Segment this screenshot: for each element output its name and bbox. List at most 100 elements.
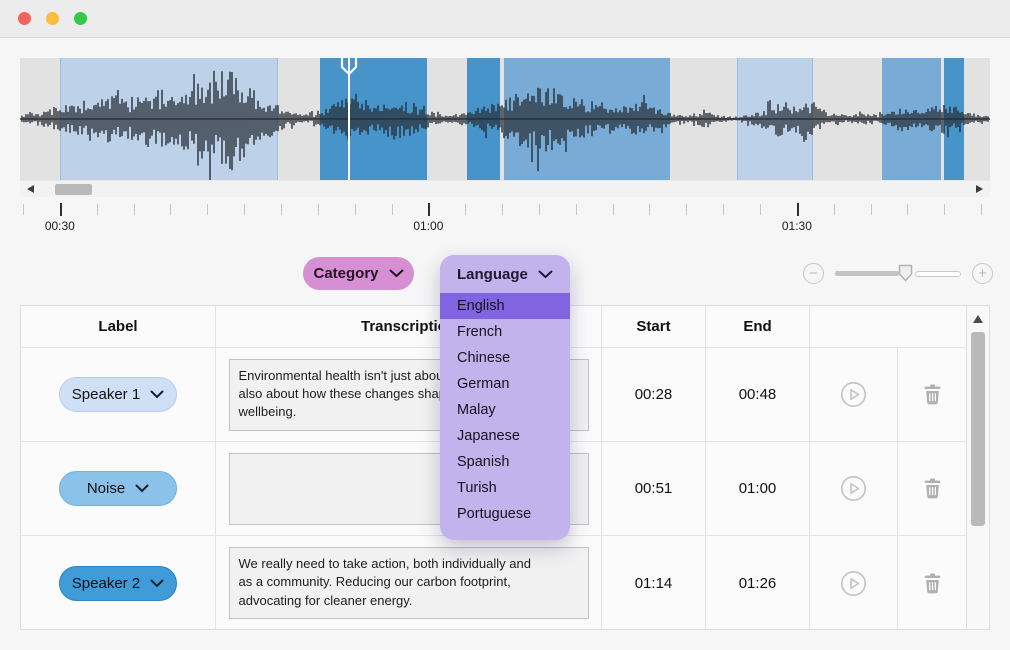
play-button[interactable]: [840, 570, 867, 597]
language-option[interactable]: French: [457, 324, 503, 340]
delete-cell: [898, 536, 966, 630]
transcript-textarea[interactable]: We really need to take action, both indi…: [228, 547, 589, 619]
waveform-graph: [20, 70, 990, 180]
timeline-tick: [796, 203, 799, 216]
chevron-down-icon: [389, 269, 404, 278]
timeline-tick: [391, 204, 393, 215]
language-option[interactable]: Chinese: [457, 350, 511, 366]
waveform-playhead[interactable]: [347, 58, 350, 180]
speaker-label-dropdown[interactable]: Noise: [59, 471, 177, 506]
column-header-actions: [810, 306, 966, 347]
scroll-up-icon[interactable]: [973, 315, 983, 323]
timeline-tick: [870, 204, 872, 215]
language-option[interactable]: Spanish: [457, 454, 510, 470]
zoom-window-button[interactable]: [74, 12, 87, 25]
timeline-tick: [96, 204, 98, 215]
table-vscrollbar[interactable]: [966, 306, 989, 629]
speaker-label-dropdown[interactable]: Speaker 2: [59, 565, 177, 601]
timeline-tick: [465, 204, 467, 215]
delete-button[interactable]: [923, 478, 942, 499]
play-icon: [841, 382, 866, 407]
language-option[interactable]: Japanese: [457, 428, 520, 444]
delete-button[interactable]: [923, 573, 942, 594]
timeline-tick: [207, 204, 209, 215]
timeline-label: 00:30: [44, 219, 75, 233]
play-icon: [841, 570, 866, 596]
speaker-label-dropdown[interactable]: Speaker 1: [59, 377, 177, 412]
language-options-list: English French Chinese German Malay Japanese S…: [440, 293, 570, 527]
timeline-tick: [280, 204, 282, 215]
language-option[interactable]: English: [440, 293, 570, 319]
play-cell: [810, 536, 898, 630]
timeline-tick: [23, 204, 24, 215]
delete-button[interactable]: [923, 384, 942, 405]
chevron-down-icon: [538, 270, 553, 278]
zoom-in-button[interactable]: +: [972, 262, 993, 284]
vscroll-thumb[interactable]: [971, 332, 985, 526]
speaker-label: Speaker 2: [71, 574, 141, 592]
hscroll-thumb[interactable]: [55, 184, 92, 195]
delete-cell: [898, 348, 966, 441]
language-option[interactable]: German: [457, 376, 510, 392]
play-cell: [810, 348, 898, 441]
chevron-down-icon: [150, 579, 164, 587]
waveform-hscrollbar[interactable]: [20, 180, 990, 197]
timeline-tick: [133, 204, 135, 215]
language-dropdown: Language English French Chinese German Malay…: [440, 255, 570, 540]
close-window-button[interactable]: [18, 12, 31, 25]
zoom-slider-fill: [835, 271, 899, 276]
language-option[interactable]: Turish: [457, 480, 497, 496]
timeline-tick: [170, 204, 172, 215]
waveform-zoom-control: − +: [803, 262, 993, 284]
timeline-tick: [760, 204, 761, 215]
start-time-cell: 00:51: [602, 442, 706, 535]
language-label: Language: [457, 265, 528, 283]
play-button[interactable]: [840, 381, 867, 408]
chevron-down-icon: [135, 484, 149, 493]
zoom-slider-rest: [915, 270, 961, 277]
label-cell: Speaker 2: [21, 536, 216, 630]
timeline-tick: [354, 204, 356, 215]
timeline-tick: [649, 204, 651, 215]
language-option[interactable]: Portuguese: [457, 506, 532, 522]
category-label: Category: [313, 265, 379, 282]
timeline-tick: [723, 204, 725, 215]
trash-icon: [924, 384, 940, 405]
timeline-tick: [59, 203, 62, 216]
column-header-start: Start: [602, 306, 706, 347]
end-time-cell: 01:26: [706, 536, 810, 630]
timeline-tick: [686, 204, 688, 215]
window-titlebar: [0, 0, 1010, 38]
column-header-transcription: Transcription: [216, 306, 602, 347]
timeline-label: 01:00: [413, 219, 444, 233]
category-dropdown-button[interactable]: Category: [303, 257, 414, 290]
trash-icon: [924, 573, 940, 593]
scroll-left-icon[interactable]: [27, 185, 34, 193]
end-time-cell: 00:48: [706, 348, 810, 441]
scroll-right-icon[interactable]: [976, 185, 983, 193]
timeline-tick: [833, 204, 835, 215]
label-cell: Noise: [21, 442, 216, 535]
speaker-label: Speaker 1: [71, 386, 141, 403]
language-dropdown-header[interactable]: Language: [440, 255, 570, 293]
zoom-out-button[interactable]: −: [803, 262, 824, 284]
play-icon: [841, 476, 866, 501]
timeline-tick: [317, 204, 319, 215]
table-row: Speaker 2 We really need to take action,…: [21, 536, 966, 630]
waveform-panel[interactable]: [20, 58, 990, 180]
timeline-tick: [612, 204, 614, 215]
minimize-window-button[interactable]: [46, 12, 59, 25]
end-time-cell: 01:00: [706, 442, 810, 535]
language-option[interactable]: Malay: [457, 402, 496, 418]
speaker-label: Noise: [86, 480, 126, 497]
timeline-tick: [907, 204, 909, 215]
playhead-marker-icon[interactable]: [340, 58, 358, 76]
play-button[interactable]: [840, 475, 867, 502]
start-time-cell: 00:28: [602, 348, 706, 441]
zoom-slider-thumb[interactable]: [898, 264, 913, 282]
label-cell: Speaker 1: [21, 348, 216, 441]
zoom-slider[interactable]: [835, 264, 961, 282]
timeline-tick: [428, 203, 431, 216]
column-header-label: Label: [21, 306, 216, 347]
